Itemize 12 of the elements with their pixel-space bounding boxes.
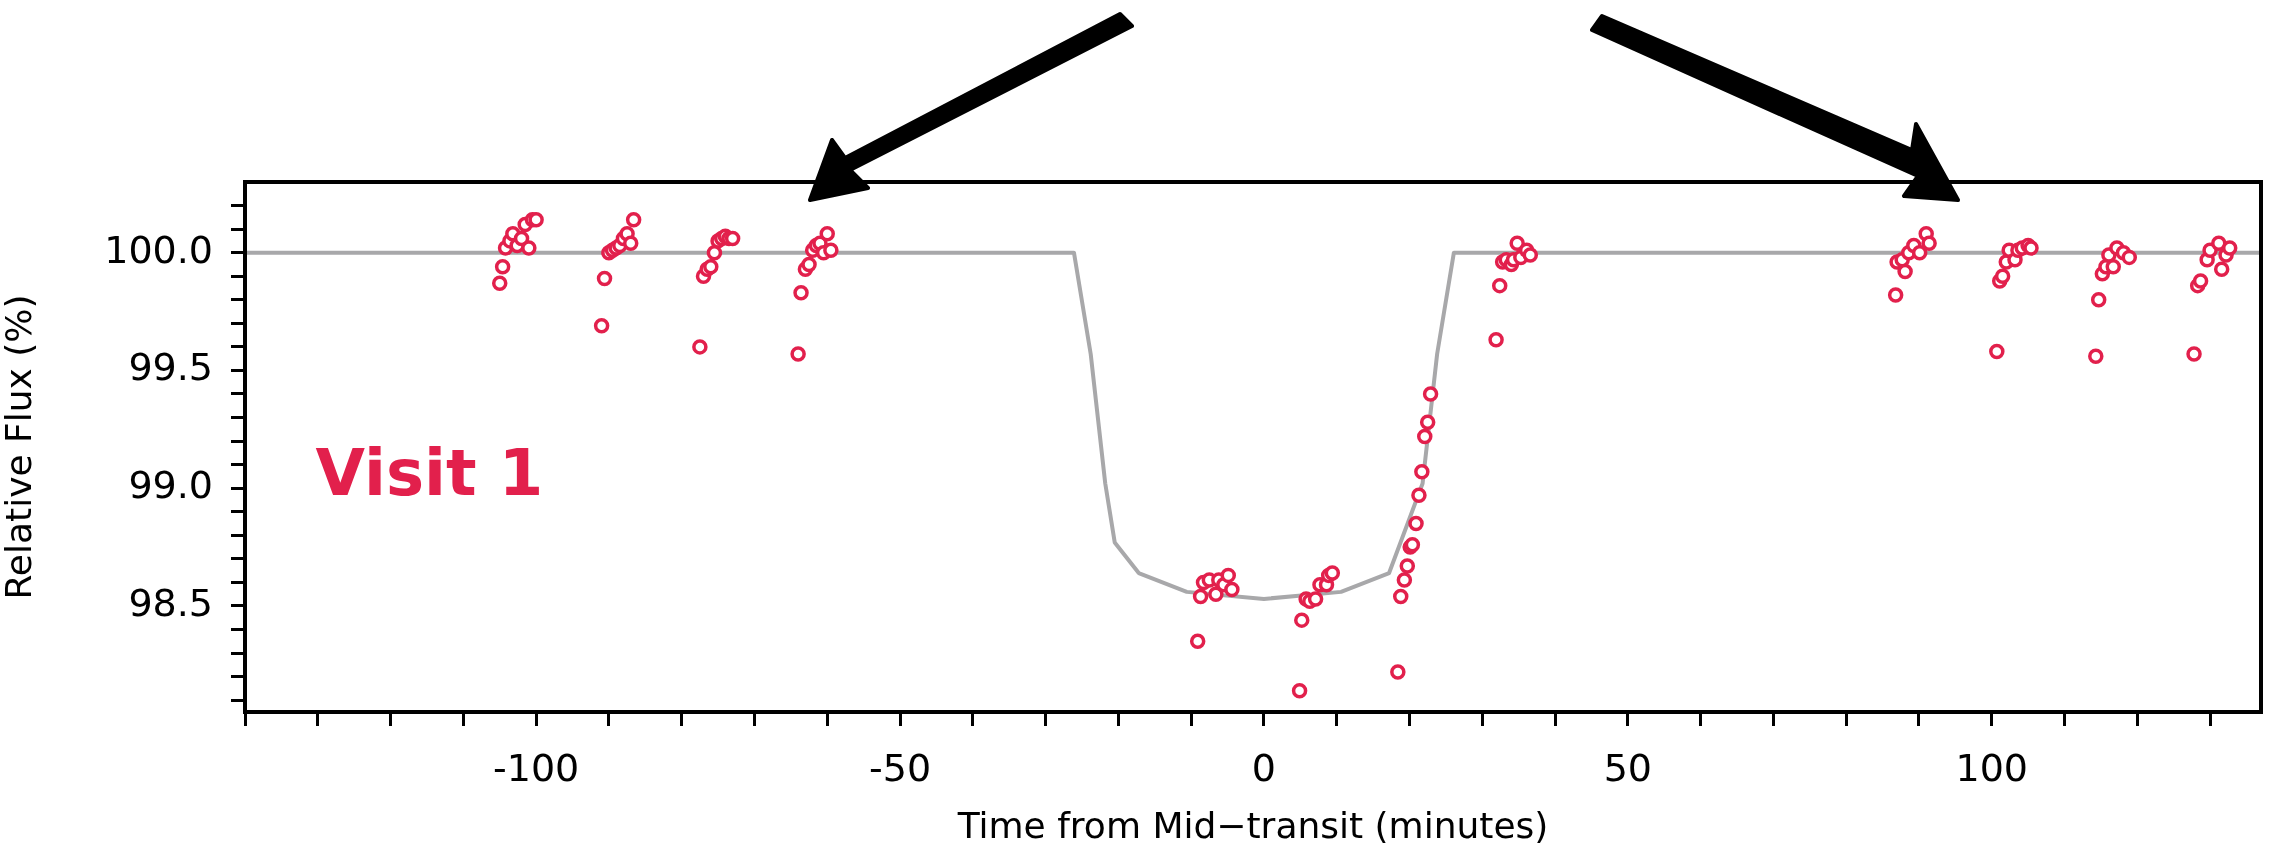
- y-tick-label: 98.5: [128, 580, 213, 625]
- series-label: Visit 1: [315, 436, 544, 511]
- x-tick-label: 50: [1603, 745, 1652, 790]
- y-axis-title: Relative Flux (%): [0, 294, 39, 600]
- y-tick-label: 99.5: [128, 345, 213, 390]
- y-tick-label: 100.0: [104, 227, 213, 272]
- x-tick-label: 0: [1251, 745, 1277, 790]
- x-axis-title: Time from Mid−transit (minutes): [956, 804, 1549, 846]
- x-tick-label: -100: [492, 745, 580, 790]
- x-tick-label: 100: [1955, 745, 2028, 790]
- x-tick-label: -50: [868, 745, 932, 790]
- y-tick-label: 99.0: [128, 463, 213, 508]
